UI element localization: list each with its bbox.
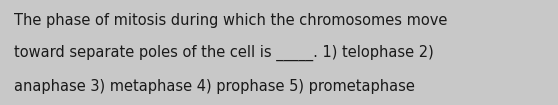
Text: anaphase 3) metaphase 4) prophase 5) prometaphase: anaphase 3) metaphase 4) prophase 5) pro… [14, 79, 415, 94]
Text: toward separate poles of the cell is _____. 1) telophase 2): toward separate poles of the cell is ___… [14, 44, 434, 61]
Text: The phase of mitosis during which the chromosomes move: The phase of mitosis during which the ch… [14, 14, 448, 28]
